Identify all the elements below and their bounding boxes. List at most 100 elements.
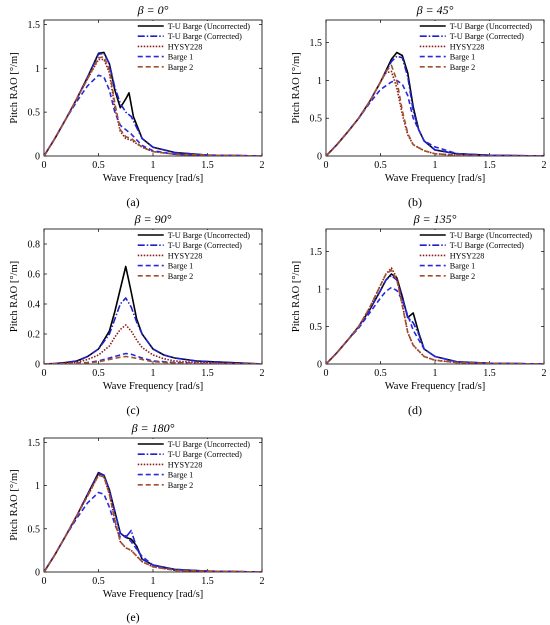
y-tick-label: 1.5	[28, 20, 41, 31]
y-tick-label: 1	[317, 76, 322, 87]
chart-panel: 0 0.5 1 1.5 2 0 0.2 0.4 0.6 0.8 T-U Barge (Uncorre…	[9, 212, 265, 417]
y-tick-label: 0	[35, 360, 40, 371]
x-tick-label: 0.5	[92, 368, 105, 379]
x-tick-label: 0	[42, 576, 47, 587]
x-tick-label: 1	[151, 576, 156, 587]
chart-panel: 0 0.5 1 1.5 2 0 0.5 1 1.5 T-U Barge (Uncorrected)…	[291, 212, 547, 417]
x-tick-label: 1	[433, 160, 438, 171]
y-tick-label: 1.5	[310, 38, 323, 49]
series-line	[326, 64, 544, 156]
series-line	[44, 297, 262, 364]
legend-entry: Barge 1	[450, 262, 476, 271]
x-tick-label: 2	[542, 368, 547, 379]
x-tick-label: 0.5	[92, 576, 105, 587]
legend-entry: Barge 1	[168, 53, 194, 62]
x-tick-label: 2	[260, 368, 265, 379]
legend-entry: Barge 1	[450, 53, 476, 62]
y-tick-label: 1.5	[28, 438, 41, 449]
y-tick-label: 0	[35, 568, 40, 579]
y-tick-label: 1	[317, 285, 322, 296]
chart-panel: 0 0.5 1 1.5 2 0 0.5 1 1.5 T-U Barge (Uncorrected)…	[9, 3, 265, 209]
legend-entry: T-U Barge (Uncorrected)	[168, 231, 251, 240]
chart-title: β = 0°	[137, 3, 169, 17]
y-tick-label: 0.4	[28, 300, 41, 311]
series-line	[44, 265, 262, 364]
x-tick-label: 1.5	[201, 368, 214, 379]
legend-entry: HYSY228	[168, 42, 203, 51]
legend-entry: Barge 1	[168, 471, 194, 480]
chart-title: β = 45°	[416, 3, 454, 17]
chart-title: β = 180°	[131, 421, 175, 435]
series-line	[326, 269, 544, 364]
y-tick-label: 0.5	[310, 114, 323, 125]
panel-label: (c)	[126, 403, 139, 417]
chart-title: β = 135°	[413, 212, 457, 226]
legend-entry: T-U Barge (Uncorrected)	[450, 231, 533, 240]
panel-label: (b)	[408, 195, 422, 209]
x-tick-label: 0.5	[374, 160, 387, 171]
y-tick-label: 0	[317, 152, 322, 163]
y-tick-label: 1	[35, 481, 40, 492]
y-axis-label: Pitch RAO [°/m]	[291, 52, 302, 123]
x-tick-label: 0.5	[92, 160, 105, 171]
y-tick-label: 1.5	[310, 247, 323, 258]
y-axis-label: Pitch RAO [°/m]	[9, 469, 20, 540]
y-axis-label: Pitch RAO [°/m]	[291, 261, 302, 332]
x-tick-label: 0	[324, 368, 329, 379]
y-tick-label: 0.5	[28, 524, 41, 535]
x-axis-label: Wave Frequency [rad/s]	[385, 381, 486, 392]
series-line	[44, 355, 262, 364]
legend-entry: T-U Barge (Corrected)	[450, 241, 524, 250]
x-tick-label: 1	[433, 368, 438, 379]
y-tick-label: 0.6	[28, 270, 41, 281]
x-tick-label: 2	[542, 160, 547, 171]
x-tick-label: 1.5	[201, 576, 214, 587]
panel-label: (d)	[408, 403, 422, 417]
legend-entry: HYSY228	[168, 251, 203, 260]
chart-panel: 0 0.5 1 1.5 2 0 0.5 1 1.5 T-U Barge (Uncorrected)…	[9, 421, 265, 624]
series-line	[44, 474, 262, 572]
x-tick-label: 1.5	[483, 160, 496, 171]
legend-entry: HYSY228	[450, 251, 485, 260]
x-axis-label: Wave Frequency [rad/s]	[103, 381, 204, 392]
legend-entry: Barge 2	[168, 63, 194, 72]
y-tick-label: 0.8	[28, 240, 41, 251]
legend-entry: T-U Barge (Corrected)	[168, 241, 242, 250]
legend-entry: T-U Barge (Corrected)	[168, 32, 242, 41]
x-tick-label: 0	[324, 160, 329, 171]
y-tick-label: 0	[35, 152, 40, 163]
x-tick-label: 1.5	[483, 368, 496, 379]
legend-entry: T-U Barge (Corrected)	[450, 32, 524, 41]
y-tick-label: 0.5	[28, 108, 41, 119]
x-tick-label: 2	[260, 576, 265, 587]
legend-entry: T-U Barge (Uncorrected)	[168, 440, 251, 449]
x-axis-label: Wave Frequency [rad/s]	[385, 173, 486, 184]
legend-entry: Barge 2	[168, 272, 194, 281]
chart-panel: 0 0.5 1 1.5 2 0 0.5 1 1.5 T-U Barge (Uncorrected)…	[291, 3, 547, 209]
y-axis-label: Pitch RAO [°/m]	[9, 261, 20, 332]
y-tick-label: 0	[317, 360, 322, 371]
x-axis-label: Wave Frequency [rad/s]	[103, 173, 204, 184]
y-tick-label: 0.5	[310, 322, 323, 333]
series-line	[44, 472, 262, 572]
panel-label: (e)	[126, 610, 139, 624]
x-tick-label: 0	[42, 368, 47, 379]
y-tick-label: 1	[35, 64, 40, 75]
chart-title: β = 90°	[134, 212, 172, 226]
x-tick-label: 1.5	[201, 160, 214, 171]
x-tick-label: 0.5	[374, 368, 387, 379]
x-tick-label: 2	[260, 160, 265, 171]
legend-entry: HYSY228	[168, 460, 203, 469]
series-line	[44, 491, 262, 572]
legend-entry: Barge 2	[450, 272, 476, 281]
x-axis-label: Wave Frequency [rad/s]	[103, 589, 204, 600]
legend-entry: Barge 1	[168, 262, 194, 271]
panel-label: (a)	[126, 195, 139, 209]
x-tick-label: 0	[42, 160, 47, 171]
x-tick-label: 1	[151, 160, 156, 171]
y-axis-label: Pitch RAO [°/m]	[9, 52, 20, 123]
x-tick-label: 1	[151, 368, 156, 379]
legend-entry: Barge 2	[450, 63, 476, 72]
legend-entry: HYSY228	[450, 42, 485, 51]
